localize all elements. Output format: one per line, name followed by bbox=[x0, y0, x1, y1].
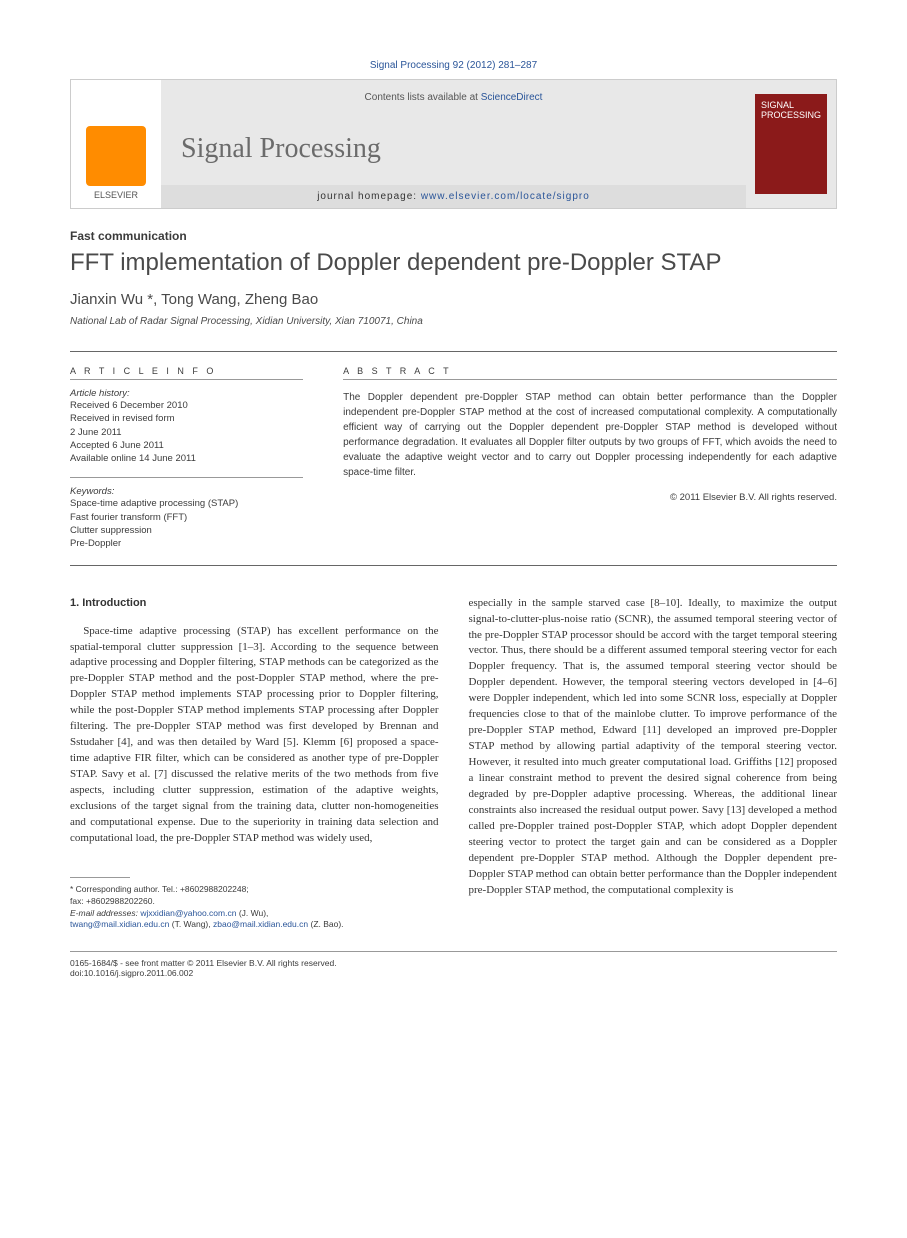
footnote-separator bbox=[70, 877, 130, 878]
keyword: Fast fourier transform (FFT) bbox=[70, 511, 303, 524]
email-link[interactable]: zbao@mail.xidian.edu.cn bbox=[213, 919, 308, 929]
right-column: especially in the sample starved case [8… bbox=[469, 596, 838, 932]
cover-title-bottom: PROCESSING bbox=[761, 110, 821, 120]
email-name: (T. Wang), bbox=[172, 919, 211, 929]
history-line: 2 June 2011 bbox=[70, 426, 303, 439]
cover-title-top: SIGNAL bbox=[761, 100, 821, 110]
left-column: 1. Introduction Space-time adaptive proc… bbox=[70, 596, 439, 932]
body-para: especially in the sample starved case [8… bbox=[469, 596, 838, 899]
doi-line: doi:10.1016/j.sigpro.2011.06.002 bbox=[70, 968, 837, 978]
email-line: E-mail addresses: wjxxidian@yahoo.com.cn… bbox=[70, 908, 439, 920]
article-info-heading: A R T I C L E I N F O bbox=[70, 366, 303, 380]
issn-line: 0165-1684/$ - see front matter © 2011 El… bbox=[70, 958, 837, 968]
keyword: Pre-Doppler bbox=[70, 537, 303, 550]
history-line: Received in revised form bbox=[70, 412, 303, 425]
journal-cover-icon: SIGNAL PROCESSING bbox=[755, 94, 827, 194]
keyword: Clutter suppression bbox=[70, 524, 303, 537]
article-info-box: A R T I C L E I N F O Article history: R… bbox=[70, 352, 323, 565]
body-columns: 1. Introduction Space-time adaptive proc… bbox=[70, 596, 837, 932]
citation-header: Signal Processing 92 (2012) 281–287 bbox=[70, 60, 837, 71]
corr-fax: fax: +8602988202260. bbox=[70, 896, 439, 908]
journal-name: Signal Processing bbox=[181, 133, 726, 165]
page-root: Signal Processing 92 (2012) 281–287 ELSE… bbox=[0, 0, 907, 1018]
sciencedirect-link[interactable]: ScienceDirect bbox=[481, 92, 543, 103]
abstract-box: A B S T R A C T The Doppler dependent pr… bbox=[323, 352, 837, 565]
email-name: (Z. Bao). bbox=[310, 919, 343, 929]
email-label: E-mail addresses: bbox=[70, 908, 138, 918]
banner-center: Contents lists available at ScienceDirec… bbox=[161, 80, 746, 208]
email-name: (J. Wu), bbox=[239, 908, 269, 918]
bottom-bar: 0165-1684/$ - see front matter © 2011 El… bbox=[70, 951, 837, 978]
history-label: Article history: bbox=[70, 388, 303, 399]
article-title: FFT implementation of Doppler dependent … bbox=[70, 249, 837, 277]
abstract-heading: A B S T R A C T bbox=[343, 366, 837, 380]
keywords-block: Keywords: Space-time adaptive processing… bbox=[70, 477, 303, 550]
corr-tel: * Corresponding author. Tel.: +860298820… bbox=[70, 884, 439, 896]
homepage-label: journal homepage: bbox=[317, 191, 417, 202]
authors-line: Jianxin Wu *, Tong Wang, Zheng Bao bbox=[70, 291, 837, 308]
cover-box: SIGNAL PROCESSING bbox=[746, 80, 836, 208]
section-heading: 1. Introduction bbox=[70, 596, 439, 612]
contents-line: Contents lists available at ScienceDirec… bbox=[181, 92, 726, 103]
affiliation: National Lab of Radar Signal Processing,… bbox=[70, 316, 837, 327]
abstract-copyright: © 2011 Elsevier B.V. All rights reserved… bbox=[343, 492, 837, 503]
email-link[interactable]: wjxxidian@yahoo.com.cn bbox=[140, 908, 236, 918]
publisher-logo-box: ELSEVIER bbox=[71, 80, 161, 208]
journal-banner: ELSEVIER Contents lists available at Sci… bbox=[70, 79, 837, 209]
contents-prefix: Contents lists available at bbox=[365, 92, 478, 103]
keywords-label: Keywords: bbox=[70, 486, 303, 497]
email-line: twang@mail.xidian.edu.cn (T. Wang), zbao… bbox=[70, 919, 439, 931]
history-line: Received 6 December 2010 bbox=[70, 399, 303, 412]
homepage-bar: journal homepage: www.elsevier.com/locat… bbox=[161, 185, 746, 208]
homepage-link[interactable]: www.elsevier.com/locate/sigpro bbox=[421, 191, 590, 202]
article-type: Fast communication bbox=[70, 229, 837, 243]
body-para: Space-time adaptive processing (STAP) ha… bbox=[70, 624, 439, 847]
elsevier-tree-icon bbox=[86, 126, 146, 186]
corresponding-author: * Corresponding author. Tel.: +860298820… bbox=[70, 884, 439, 932]
history-line: Accepted 6 June 2011 bbox=[70, 439, 303, 452]
email-link[interactable]: twang@mail.xidian.edu.cn bbox=[70, 919, 169, 929]
info-abstract-row: A R T I C L E I N F O Article history: R… bbox=[70, 351, 837, 566]
abstract-text: The Doppler dependent pre-Doppler STAP m… bbox=[343, 390, 837, 480]
publisher-name: ELSEVIER bbox=[94, 190, 138, 200]
keyword: Space-time adaptive processing (STAP) bbox=[70, 497, 303, 510]
history-line: Available online 14 June 2011 bbox=[70, 452, 303, 465]
